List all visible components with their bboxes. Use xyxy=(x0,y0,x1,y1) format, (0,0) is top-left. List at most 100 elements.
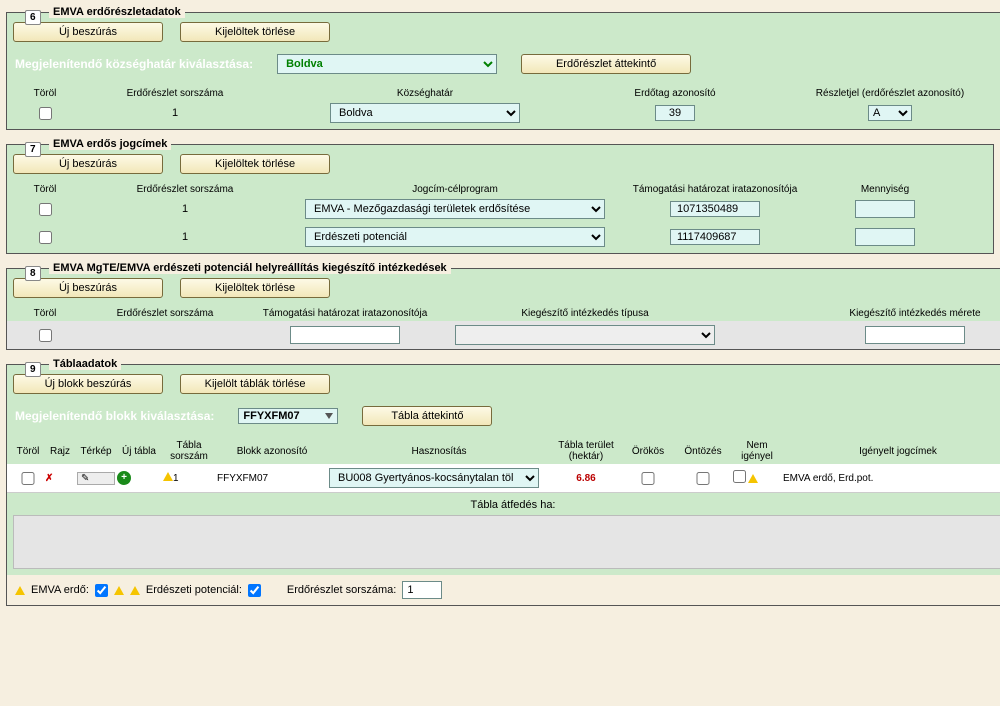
row-ontozes-checkbox[interactable] xyxy=(675,472,731,485)
row-terulet: 6.86 xyxy=(551,473,621,484)
row-kozseghatar-select[interactable]: Boldva xyxy=(330,103,520,123)
new-block-button[interactable]: Új blokk beszúrás xyxy=(13,374,163,394)
col-jogcim: Jogcím-célprogram xyxy=(295,184,615,195)
row-menny-input[interactable] xyxy=(855,200,915,218)
footer-erdeszeti-label: Erdészeti potenciál: xyxy=(146,584,242,596)
warning-icon xyxy=(15,586,25,595)
col-reszletjel: Részletjel (erdőrészlet azonosító) xyxy=(775,88,1000,99)
footer-emva-erdo-checkbox[interactable] xyxy=(95,584,108,597)
row-jogcim-select[interactable]: EMVA - Mezőgazdasági területek erdősítés… xyxy=(305,199,605,219)
col-torol: Töröl xyxy=(13,446,43,457)
section-number: 7 xyxy=(25,142,41,157)
row-sorszam: 1 xyxy=(172,107,178,119)
new-button[interactable]: Új beszúrás xyxy=(13,22,163,42)
section-kiegeszito-intezkedesek: 8 EMVA MgTE/EMVA erdészeti potenciál hel… xyxy=(6,262,1000,350)
erdoreszlet-overview-button[interactable]: Erdőrészlet áttekintő xyxy=(521,54,691,74)
row-delete-checkbox[interactable] xyxy=(39,203,52,216)
section-emva-erdoreszletadatok: 6 EMVA erdőrészletadatok Új beszúrás Kij… xyxy=(6,6,1000,130)
row-menny-input[interactable] xyxy=(855,228,915,246)
col-menny: Mennyiség xyxy=(815,184,955,195)
row-sorszam: 1 xyxy=(182,203,188,215)
table-row xyxy=(7,321,1000,349)
row-meret-input[interactable] xyxy=(865,326,965,344)
warning-icon xyxy=(130,586,140,595)
col-tipus: Kiegészítő intézkedés típusa xyxy=(435,308,735,319)
row-tamhat: 1071350489 xyxy=(670,201,760,217)
section-legend: EMVA MgTE/EMVA erdészeti potenciál helyr… xyxy=(49,262,451,274)
col-tamhat: Támogatási határozat iratazonosítója xyxy=(255,308,435,319)
row-tipus-select[interactable] xyxy=(455,325,715,345)
footer-row: EMVA erdő: Erdészeti potenciál: Erdőrész… xyxy=(7,575,1000,605)
footer-emva-erdo-label: EMVA erdő: xyxy=(31,584,89,596)
footer-sorszam-label: Erdőrészlet sorszáma: xyxy=(287,584,396,596)
no-draw-icon: ✗ xyxy=(45,473,75,484)
filter-kozseghatar-select[interactable]: Boldva xyxy=(277,54,497,74)
col-tamhat: Támogatási határozat iratazonosítója xyxy=(615,184,815,195)
row-igenyelt: EMVA erdő, Erd.pot. xyxy=(783,473,1000,484)
col-blokk: Blokk azonosító xyxy=(217,446,327,457)
warning-icon xyxy=(163,472,173,481)
footer-erdeszeti-checkbox[interactable] xyxy=(248,584,261,597)
row-sorszam: 1 xyxy=(163,472,215,484)
row-orokos-checkbox[interactable] xyxy=(623,472,673,485)
col-sorszam: Erdőrészlet sorszáma xyxy=(75,88,275,99)
col-sorszam: Tábla sorszám xyxy=(163,440,215,462)
col-kozseghatar: Községhatár xyxy=(275,88,575,99)
overlap-area xyxy=(13,515,1000,569)
section-number: 8 xyxy=(25,266,41,281)
row-sorszam: 1 xyxy=(182,231,188,243)
col-torol: Töröl xyxy=(15,184,75,195)
new-button[interactable]: Új beszúrás xyxy=(13,278,163,298)
delete-selected-button[interactable]: Kijelöltek törlése xyxy=(180,22,330,42)
overlap-label: Tábla átfedés ha: xyxy=(7,493,1000,513)
col-terulet: Tábla terület (hektár) xyxy=(551,440,621,462)
col-torol: Töröl xyxy=(15,308,75,319)
col-hasznositas: Hasznosítás xyxy=(329,446,549,457)
row-nemig xyxy=(733,470,781,486)
row-reszletjel-select[interactable]: A xyxy=(868,105,912,121)
new-button[interactable]: Új beszúrás xyxy=(13,154,163,174)
warning-icon xyxy=(114,586,124,595)
row-delete-checkbox[interactable] xyxy=(13,472,43,485)
table-row: 1 EMVA - Mezőgazdasági területek erdősít… xyxy=(7,197,993,225)
row-erdotag: 39 xyxy=(655,105,695,121)
section-legend: EMVA erdős jogcímek xyxy=(49,138,171,150)
col-igenyelt: Igényelt jogcímek xyxy=(783,446,1000,457)
row-blokk: FFYXFM07 xyxy=(217,473,327,484)
filter-kozseghatar-label: Megjelenítendő községhatár kiválasztása: xyxy=(15,57,253,71)
row-jogcim-select[interactable]: Erdészeti potenciál xyxy=(305,227,605,247)
table-row: 1 Erdészeti potenciál 1117409687 xyxy=(7,225,993,253)
col-sorszam: Erdőrészlet sorszáma xyxy=(75,308,255,319)
delete-selected-button[interactable]: Kijelöltek törlése xyxy=(180,154,330,174)
col-erdotag: Erdőtag azonosító xyxy=(575,88,775,99)
row-delete-checkbox[interactable] xyxy=(39,231,52,244)
add-table-button[interactable]: + xyxy=(117,471,131,485)
col-nemig: Nem igényel xyxy=(733,440,781,462)
col-rajz: Rajz xyxy=(45,446,75,457)
col-torol: Töröl xyxy=(15,88,75,99)
col-terkep: Térkép xyxy=(77,446,115,457)
section-legend: Táblaadatok xyxy=(49,358,121,370)
tabla-overview-button[interactable]: Tábla áttekintő xyxy=(362,406,492,426)
row-delete-checkbox[interactable] xyxy=(39,107,52,120)
col-ontozes: Öntözés xyxy=(675,446,731,457)
map-edit-button[interactable]: ✎ xyxy=(77,472,115,485)
section-number: 6 xyxy=(25,10,41,25)
section-emva-erdos-jogcimek: 7 EMVA erdős jogcímek Új beszúrás Kijelö… xyxy=(6,138,994,254)
col-sorszam: Erdőrészlet sorszáma xyxy=(75,184,295,195)
section-tablaadatok: 9 Táblaadatok Új blokk beszúrás Kijelölt… xyxy=(6,358,1000,606)
table-row: ✗ ✎ + 1 FFYXFM07 BU008 Gyertyános-kocsán… xyxy=(7,464,1000,493)
section-legend: EMVA erdőrészletadatok xyxy=(49,6,185,18)
delete-selected-tables-button[interactable]: Kijelölt táblák törlése xyxy=(180,374,330,394)
footer-sorszam-input[interactable] xyxy=(402,581,442,599)
section-number: 9 xyxy=(25,362,41,377)
chevron-down-icon xyxy=(325,413,333,419)
delete-selected-button[interactable]: Kijelöltek törlése xyxy=(180,278,330,298)
row-hasznositas-select[interactable]: BU008 Gyertyános-kocsánytalan töl xyxy=(329,468,539,488)
row-tamhat-input[interactable] xyxy=(290,326,400,344)
col-ujtabla: Új tábla xyxy=(117,446,161,457)
filter-blokk-select[interactable]: FFYXFM07 xyxy=(238,408,338,424)
warning-icon xyxy=(748,474,758,483)
row-nemig-checkbox[interactable] xyxy=(733,470,746,483)
row-delete-checkbox[interactable] xyxy=(39,329,52,342)
